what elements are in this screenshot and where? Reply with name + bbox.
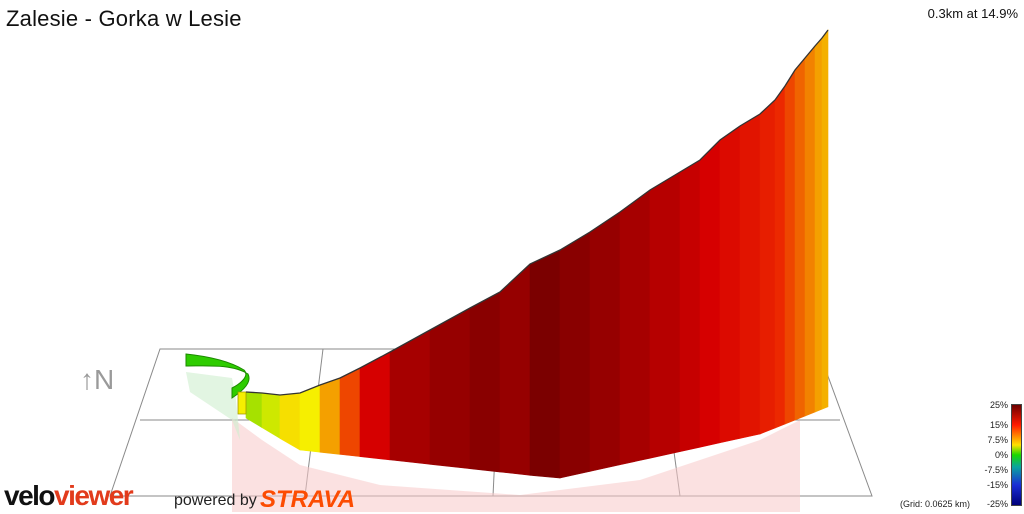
- legend-tick: -25%: [986, 499, 1008, 509]
- wall-segment: [279, 392, 301, 451]
- wall-segment: [804, 45, 816, 417]
- wall-segment: [774, 85, 786, 429]
- wall-segment: [739, 113, 761, 439]
- wall-segment: [821, 29, 829, 410]
- wall-segment: [429, 307, 471, 470]
- start-flat-section: [185, 353, 250, 399]
- legend-tick: -15%: [986, 480, 1008, 490]
- wall-segment: [469, 291, 501, 473]
- veloviewer-logo[interactable]: veloviewer: [4, 480, 134, 511]
- climb-wall: [245, 29, 829, 479]
- wall-segment: [245, 391, 263, 429]
- wall-segment: [759, 99, 776, 435]
- legend-tick: 15%: [989, 420, 1008, 430]
- wall-segment: [499, 263, 531, 476]
- legend-tick: 0%: [994, 450, 1008, 460]
- wall-segment: [319, 377, 341, 455]
- north-arrow-icon: ↑N: [80, 364, 115, 395]
- start-reflection: [186, 372, 240, 440]
- wall-segment: [389, 329, 431, 465]
- grid-note: (Grid: 0.0625 km): [900, 499, 971, 509]
- wall-segment: [559, 231, 591, 479]
- wall-segment: [261, 392, 281, 439]
- start-yellow-step: [237, 391, 247, 415]
- segment-summary: 0.3km at 14.9%: [927, 6, 1018, 21]
- gradient-color-bar: [1011, 404, 1022, 506]
- legend-tick: 25%: [989, 400, 1008, 410]
- wall-segment: [784, 68, 796, 425]
- strava-logo[interactable]: STRAVA: [260, 486, 356, 513]
- wall-segment: [794, 57, 806, 421]
- page-title: Zalesie - Gorka w Lesie: [6, 6, 242, 31]
- powered-by-label: powered by: [174, 492, 257, 509]
- wall-segment: [814, 37, 823, 413]
- profile-top-outline: [245, 29, 829, 396]
- wall-segment: [649, 171, 681, 459]
- wall-segment: [359, 351, 391, 461]
- legend-tick: 7.5%: [987, 435, 1008, 445]
- profile-reflection: [232, 418, 800, 512]
- wall-segment: [679, 159, 701, 452]
- wall-segment: [529, 249, 561, 479]
- wall-segment: [619, 189, 651, 466]
- wall-segment: [589, 211, 621, 472]
- wall-segment: [299, 384, 321, 453]
- wall-segment: [719, 125, 741, 444]
- wall-segment: [339, 367, 361, 457]
- wall-segment: [699, 139, 721, 448]
- legend-tick: -7.5%: [984, 465, 1008, 475]
